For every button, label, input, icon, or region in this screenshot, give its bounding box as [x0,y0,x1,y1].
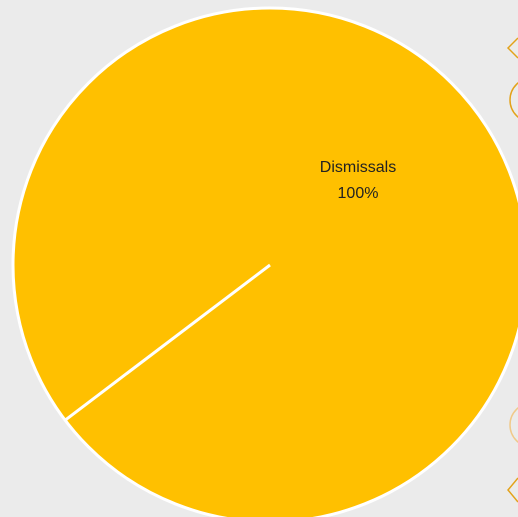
ring [509,407,518,443]
ring [509,82,518,118]
value-label: 100% [338,185,379,202]
slice-label: Dismissals [320,159,396,176]
pie-slice [11,6,518,517]
slice-border [64,263,271,422]
pie: Dismissals 100% [11,6,518,517]
chevron [506,37,518,59]
chevron [507,477,518,503]
decoration [506,37,518,503]
